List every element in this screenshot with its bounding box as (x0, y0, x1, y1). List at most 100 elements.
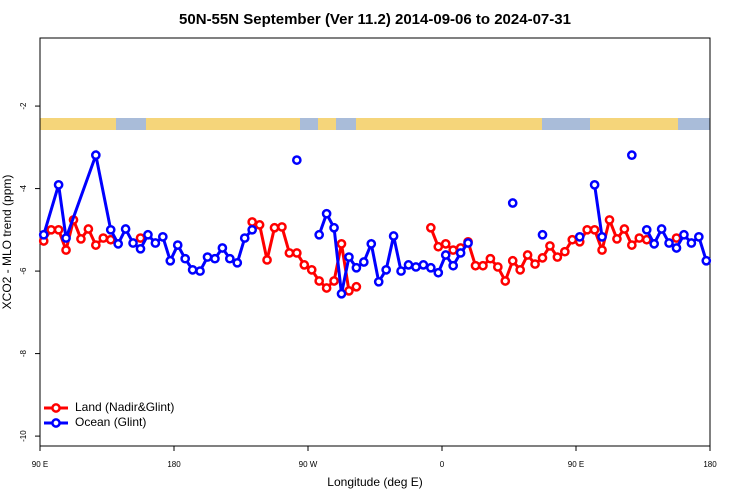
data-point (329, 222, 339, 233)
data-point (150, 238, 161, 248)
data-point (135, 243, 146, 254)
legend-label: Land (Nadir&Glint) (75, 400, 174, 414)
data-point (619, 224, 630, 234)
y-tick-label: -6 (19, 267, 28, 275)
data-point (470, 260, 481, 271)
data-point (530, 259, 540, 269)
data-point (403, 260, 414, 270)
land-strip (356, 118, 542, 130)
data-point (217, 243, 228, 253)
data-point (299, 260, 310, 270)
data-point (46, 224, 57, 235)
data-point (120, 224, 131, 234)
chart-title: 50N-55N September (Ver 11.2) 2014-09-06 … (179, 11, 571, 28)
data-point (180, 253, 191, 264)
data-point (262, 255, 272, 265)
data-point (202, 252, 213, 262)
data-point (492, 262, 503, 272)
data-point (693, 231, 704, 242)
land-strip (318, 118, 336, 130)
data-point (366, 239, 377, 249)
legend-label: Ocean (Glint) (75, 415, 146, 429)
data-point (329, 276, 339, 286)
data-point (38, 229, 49, 240)
data-point (210, 253, 220, 264)
data-point (418, 260, 429, 270)
data-point (582, 224, 593, 235)
data-point (545, 241, 555, 251)
data-point (440, 239, 451, 249)
y-tick-label: -2 (19, 102, 28, 110)
data-point (597, 231, 607, 242)
x-tick-label: 90 E (568, 460, 584, 469)
land-strip (40, 118, 116, 130)
data-point (463, 238, 473, 248)
data-point (656, 224, 667, 234)
data-point (537, 229, 548, 240)
data-point (351, 281, 362, 292)
data-point (679, 229, 689, 240)
data-point (314, 229, 325, 240)
data-point (157, 231, 168, 242)
data-point (552, 252, 563, 262)
data-point (224, 253, 235, 264)
land-strip (590, 118, 678, 130)
data-point (589, 224, 600, 235)
y-tick-label: -4 (19, 184, 28, 192)
data-point (187, 264, 198, 275)
data-point (559, 246, 570, 257)
data-point (98, 233, 109, 243)
y-axis-label: XCO2 - MLO trend (ppm) (0, 175, 14, 310)
data-point (574, 231, 585, 242)
data-point (425, 262, 436, 273)
data-point (239, 233, 250, 243)
data-point (388, 231, 399, 241)
map-strip (40, 118, 710, 130)
data-point (90, 240, 101, 250)
x-tick-label: 0 (440, 460, 445, 469)
data-point (76, 234, 86, 244)
data-point (612, 234, 622, 244)
data-point (671, 243, 682, 253)
data-point (507, 198, 518, 208)
data-point (90, 150, 101, 161)
data-point (634, 233, 645, 243)
data-point (291, 248, 302, 258)
data-point (396, 266, 406, 276)
series-line (44, 220, 677, 291)
data-point (537, 253, 548, 263)
data-point (53, 224, 64, 235)
data-point (135, 233, 146, 243)
legend-marker (51, 403, 61, 413)
data-point (448, 260, 459, 271)
x-tick-label: 90 E (32, 460, 48, 469)
data-point (53, 180, 64, 190)
data-point (321, 208, 332, 219)
data-point (344, 252, 354, 262)
data-point (500, 276, 511, 286)
data-point (232, 257, 243, 268)
data-point (306, 264, 317, 275)
x-tick-label: 180 (167, 460, 181, 469)
data-point (351, 262, 362, 273)
data-point (113, 239, 124, 249)
x-axis-label: Longitude (deg E) (327, 475, 422, 489)
data-point (165, 255, 176, 266)
data-point (515, 264, 526, 275)
data-point (373, 276, 384, 287)
data-point (649, 239, 660, 249)
data-point (128, 238, 138, 248)
legend-marker (51, 418, 61, 428)
data-point (641, 224, 652, 235)
data-point (195, 266, 205, 276)
data-point (604, 215, 615, 225)
data-point (455, 248, 466, 258)
data-point (143, 229, 153, 240)
data-point (314, 276, 325, 286)
data-point (336, 239, 347, 249)
data-point (433, 267, 444, 278)
data-point (83, 224, 94, 234)
data-point (626, 150, 637, 161)
data-point (440, 250, 451, 260)
